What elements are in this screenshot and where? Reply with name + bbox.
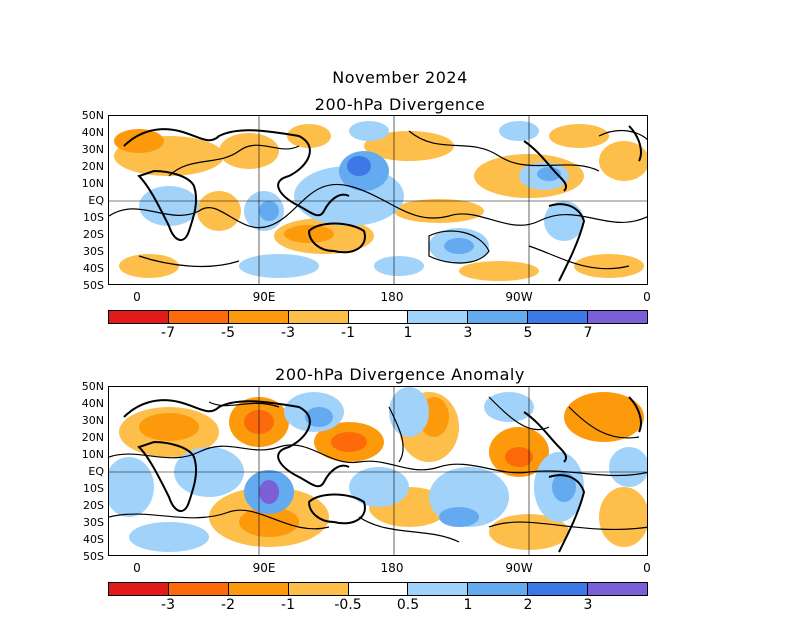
- zero-contours: [109, 396, 647, 543]
- colorbar-label: 2: [523, 597, 533, 613]
- colorbar-swatch: [408, 311, 469, 323]
- colorbar-swatch: [588, 583, 648, 595]
- lat-label: 30S: [83, 516, 104, 529]
- lat-label: 40N: [81, 397, 104, 410]
- colorbar-swatch: [588, 311, 648, 323]
- divergence-anomaly-map-canvas: [109, 387, 647, 555]
- colorbar-swatch: [528, 583, 589, 595]
- lat-label: 10N: [81, 448, 104, 461]
- colorbar-swatch: [468, 583, 529, 595]
- colorbar-swatch: [528, 311, 589, 323]
- lon-label: 0: [643, 561, 651, 575]
- lat-label: 30S: [83, 245, 104, 258]
- colorbar-label: -7: [161, 325, 175, 341]
- colorbar-swatch: [348, 583, 409, 595]
- panel-2-colorbar: [108, 582, 648, 596]
- colorbar-label: 7: [583, 325, 593, 341]
- lat-label: 20S: [83, 499, 104, 512]
- continent-outlines: [123, 396, 642, 553]
- colorbar-label: -5: [221, 325, 235, 341]
- colorbar-label: -3: [281, 325, 295, 341]
- panel-2-title: 200-hPa Divergence Anomaly: [275, 365, 525, 384]
- lon-label: 90W: [505, 290, 533, 304]
- colorbar-label: 3: [583, 597, 593, 613]
- colorbar-label: -1: [341, 325, 355, 341]
- colorbar-label: -3: [161, 597, 175, 613]
- lon-label: 180: [380, 561, 404, 575]
- lat-label: 50N: [81, 109, 104, 122]
- lat-label: 20N: [81, 431, 104, 444]
- divergence-anomaly-map: [108, 386, 648, 556]
- lat-label: 40N: [81, 126, 104, 139]
- colorbar-swatch: [168, 311, 229, 323]
- lon-label: 90E: [252, 561, 276, 575]
- colorbar-label: 1: [403, 325, 413, 341]
- colorbar-label: 0.5: [396, 597, 420, 613]
- colorbar-label: 3: [463, 325, 473, 341]
- panel-1-title: 200-hPa Divergence: [314, 95, 486, 114]
- lat-label: 20S: [83, 228, 104, 241]
- continent-outlines: [123, 125, 642, 282]
- lon-label: 90W: [505, 561, 533, 575]
- colorbar-label: 1: [463, 597, 473, 613]
- lat-label: 50N: [81, 380, 104, 393]
- colorbar-swatch: [228, 311, 289, 323]
- colorbar-swatch: [288, 311, 349, 323]
- lat-label: 10S: [83, 482, 104, 495]
- colorbar-swatch: [168, 583, 229, 595]
- lat-label: 40S: [83, 262, 104, 275]
- lat-label: 40S: [83, 533, 104, 546]
- lon-label: 0: [643, 290, 651, 304]
- colorbar-swatch: [348, 311, 409, 323]
- colorbar-swatch: [288, 583, 349, 595]
- colorbar-swatch: [228, 583, 289, 595]
- divergence-map-canvas: [109, 116, 647, 284]
- divergence-map: [108, 115, 648, 285]
- lat-label: 50S: [83, 550, 104, 563]
- lat-label: 10S: [83, 211, 104, 224]
- zero-contours: [109, 129, 647, 270]
- colorbar-swatch: [408, 583, 469, 595]
- lat-label: 10N: [81, 177, 104, 190]
- grid-lines: [109, 116, 647, 284]
- lon-label: 90E: [252, 290, 276, 304]
- colorbar-label: 5: [523, 325, 533, 341]
- colorbar-label: -2: [221, 597, 235, 613]
- colorbar-label: -1: [281, 597, 295, 613]
- colorbar-swatch: [468, 311, 529, 323]
- lat-label: 20N: [81, 160, 104, 173]
- lat-label: 30N: [81, 414, 104, 427]
- lon-label: 180: [380, 290, 404, 304]
- figure-title: November 2024: [332, 68, 468, 87]
- grid-lines: [109, 387, 647, 555]
- panel-1-colorbar: [108, 310, 648, 324]
- colorbar-swatch: [109, 311, 169, 323]
- lat-label: EQ: [88, 465, 104, 478]
- lat-label: EQ: [88, 194, 104, 207]
- lat-label: 30N: [81, 143, 104, 156]
- colorbar-label: -0.5: [334, 597, 362, 613]
- lon-label: 0: [133, 561, 141, 575]
- lat-label: 50S: [83, 279, 104, 292]
- lon-label: 0: [133, 290, 141, 304]
- colorbar-swatch: [109, 583, 169, 595]
